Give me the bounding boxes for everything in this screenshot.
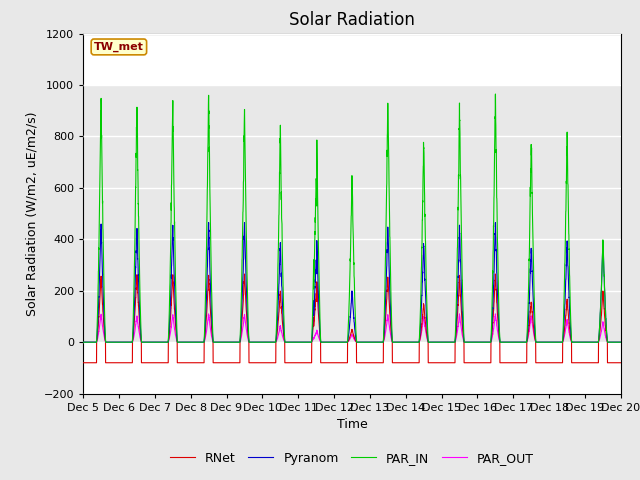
- PAR_IN: [79, 339, 87, 345]
- PAR_IN: [443, 339, 451, 345]
- Pyranom: [332, 339, 340, 345]
- Title: Solar Radiation: Solar Radiation: [289, 11, 415, 29]
- RNet: [616, 360, 624, 366]
- Line: RNet: RNet: [83, 274, 621, 363]
- RNet: [332, 360, 340, 366]
- PAR_OUT: [616, 339, 624, 345]
- RNet: [472, 360, 480, 366]
- Bar: [83, 85, 621, 342]
- Pyranom: [176, 339, 184, 345]
- PAR_OUT: [503, 339, 511, 345]
- Line: PAR_IN: PAR_IN: [83, 94, 621, 342]
- PAR_IN: [492, 91, 499, 97]
- RNet: [176, 360, 184, 366]
- PAR_OUT: [332, 339, 340, 345]
- PAR_IN: [176, 339, 184, 345]
- X-axis label: Time: Time: [337, 418, 367, 431]
- PAR_OUT: [176, 339, 184, 345]
- Legend: RNet, Pyranom, PAR_IN, PAR_OUT: RNet, Pyranom, PAR_IN, PAR_OUT: [165, 447, 539, 469]
- RNet: [617, 360, 625, 366]
- PAR_OUT: [472, 339, 480, 345]
- Pyranom: [617, 339, 625, 345]
- PAR_OUT: [79, 339, 87, 345]
- Line: PAR_OUT: PAR_OUT: [83, 314, 621, 342]
- RNet: [503, 360, 511, 366]
- Y-axis label: Solar Radiation (W/m2, uE/m2/s): Solar Radiation (W/m2, uE/m2/s): [25, 111, 38, 316]
- Pyranom: [205, 220, 212, 226]
- PAR_OUT: [617, 339, 625, 345]
- PAR_IN: [472, 339, 480, 345]
- PAR_OUT: [205, 311, 212, 317]
- Pyranom: [79, 339, 87, 345]
- Pyranom: [472, 339, 480, 345]
- RNet: [79, 360, 87, 366]
- PAR_IN: [503, 339, 511, 345]
- RNet: [241, 271, 248, 277]
- PAR_IN: [616, 339, 624, 345]
- Pyranom: [443, 339, 451, 345]
- PAR_IN: [332, 339, 340, 345]
- PAR_OUT: [443, 339, 451, 345]
- PAR_IN: [617, 339, 625, 345]
- Text: TW_met: TW_met: [94, 42, 144, 52]
- Line: Pyranom: Pyranom: [83, 223, 621, 342]
- Pyranom: [503, 339, 511, 345]
- RNet: [443, 360, 451, 366]
- Pyranom: [616, 339, 624, 345]
